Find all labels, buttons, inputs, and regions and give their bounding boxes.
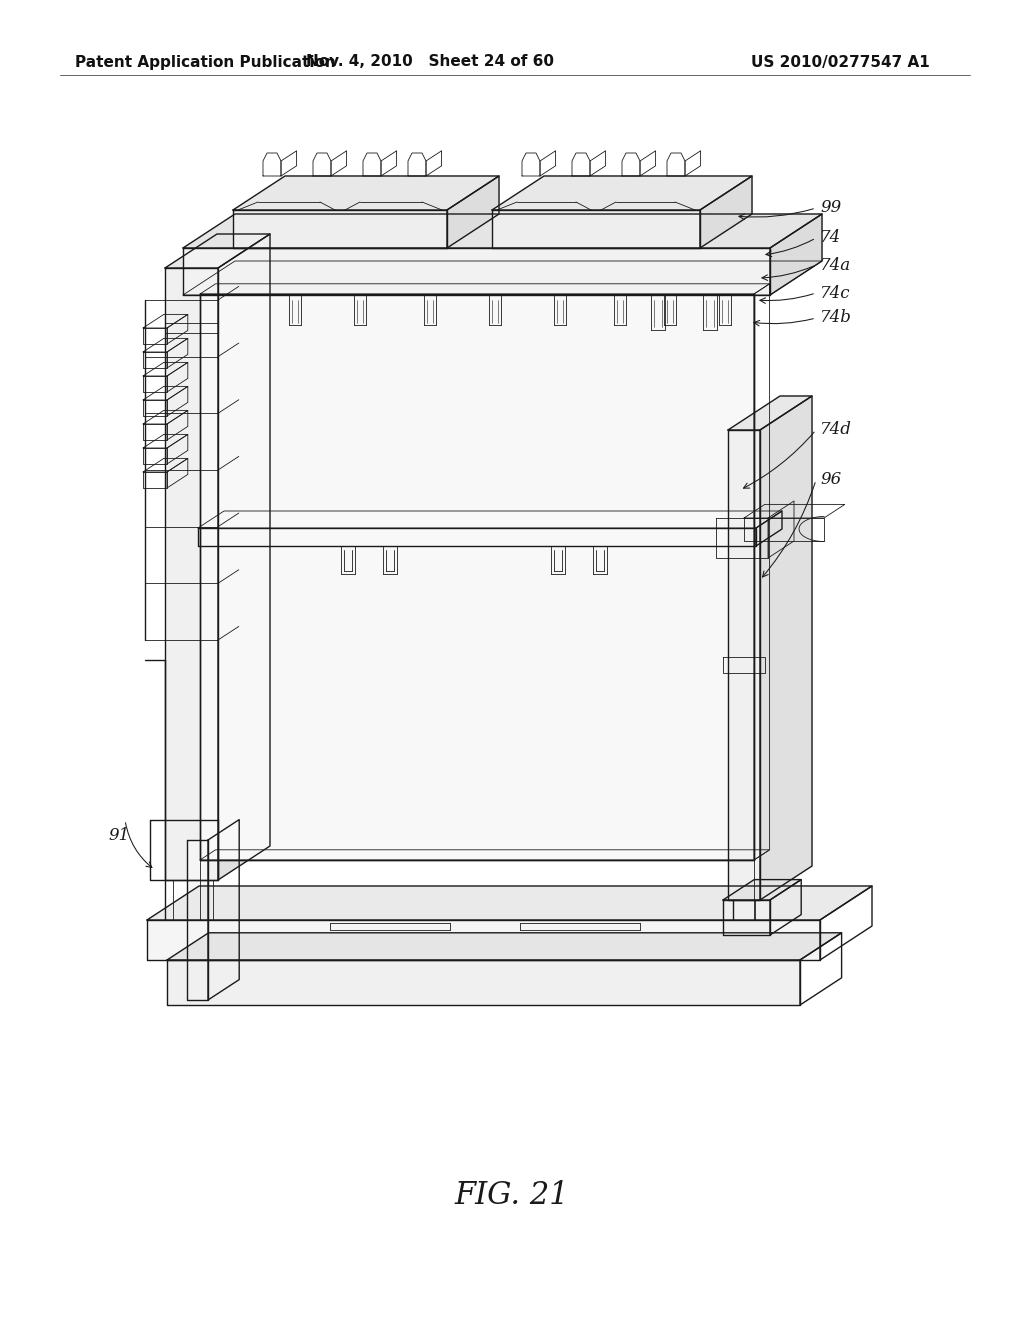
Polygon shape: [183, 248, 770, 294]
Polygon shape: [760, 396, 812, 900]
Polygon shape: [165, 268, 218, 880]
Text: 74d: 74d: [820, 421, 852, 438]
Text: US 2010/0277547 A1: US 2010/0277547 A1: [751, 54, 930, 70]
Polygon shape: [700, 176, 752, 248]
Text: Patent Application Publication: Patent Application Publication: [75, 54, 336, 70]
Polygon shape: [447, 176, 499, 248]
Text: 74: 74: [820, 230, 842, 247]
Polygon shape: [723, 879, 801, 900]
Polygon shape: [492, 176, 752, 210]
Polygon shape: [147, 920, 820, 960]
Polygon shape: [233, 210, 447, 248]
Polygon shape: [723, 900, 770, 935]
Polygon shape: [187, 840, 208, 1001]
Polygon shape: [218, 234, 270, 880]
Polygon shape: [728, 396, 812, 430]
Text: 91: 91: [108, 826, 129, 843]
Polygon shape: [183, 214, 822, 248]
Polygon shape: [200, 294, 754, 861]
Polygon shape: [167, 933, 842, 960]
Text: 74a: 74a: [820, 256, 851, 273]
Polygon shape: [147, 886, 872, 920]
Text: 74c: 74c: [820, 285, 851, 301]
Polygon shape: [233, 176, 499, 210]
Polygon shape: [728, 430, 760, 900]
Polygon shape: [492, 210, 700, 248]
Text: FIG. 21: FIG. 21: [455, 1180, 569, 1210]
Text: 74b: 74b: [820, 309, 852, 326]
Polygon shape: [167, 960, 800, 1005]
Text: Nov. 4, 2010   Sheet 24 of 60: Nov. 4, 2010 Sheet 24 of 60: [306, 54, 554, 70]
Polygon shape: [165, 234, 270, 268]
Text: 99: 99: [820, 199, 842, 216]
Polygon shape: [770, 214, 822, 294]
Text: 96: 96: [820, 471, 842, 488]
